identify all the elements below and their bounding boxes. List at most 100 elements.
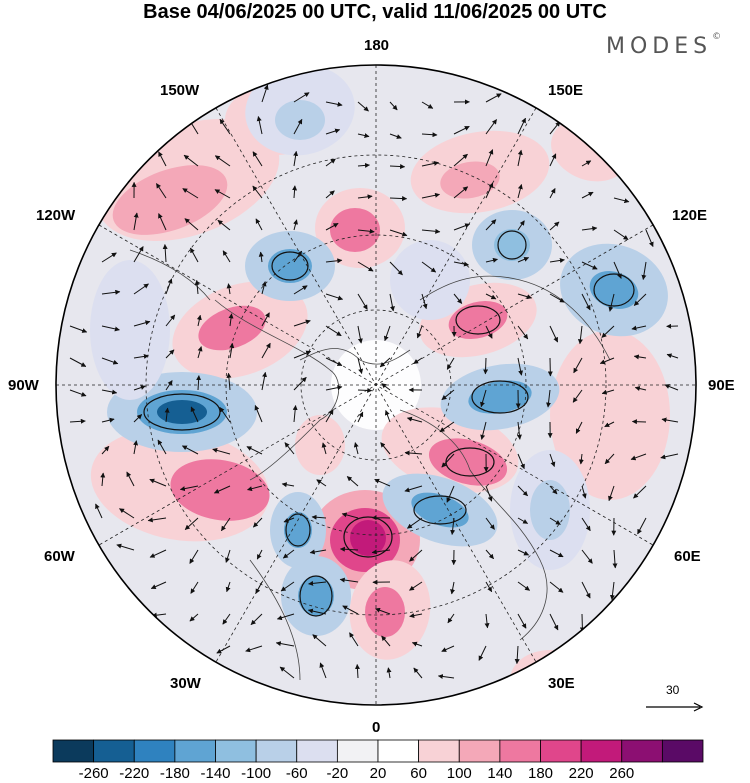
- wind-arrow: [133, 283, 149, 295]
- wind-arrow: [549, 485, 558, 495]
- wind-arrow: [581, 485, 587, 499]
- wind-arrow: [339, 546, 359, 552]
- colorbar-swatch: [296, 739, 338, 763]
- colorbar-swatch: [499, 739, 541, 763]
- colorbar-swatch: [458, 739, 501, 763]
- wind-arrow: [283, 517, 295, 523]
- wind-arrow: [517, 184, 523, 199]
- anomaly-region: [90, 260, 170, 400]
- wind-arrow: [549, 453, 556, 467]
- wind-arrow: [421, 261, 437, 273]
- wind-arrow: [421, 160, 439, 167]
- wind-arrow: [276, 613, 295, 621]
- wind-arrow: [164, 407, 170, 423]
- wind-arrow: [183, 154, 199, 167]
- wind-arrow: [133, 440, 139, 455]
- wind-arrow: [485, 182, 494, 199]
- colorbar-tick-label: 100: [446, 765, 472, 782]
- anomaly-region: [298, 576, 334, 616]
- wind-arrow: [446, 485, 455, 503]
- wind-arrow: [581, 549, 593, 564]
- wind-arrow: [165, 349, 175, 359]
- polar-map: [55, 64, 697, 706]
- wind-arrow: [441, 453, 455, 468]
- wind-arrow: [116, 543, 135, 551]
- wind-arrow: [292, 405, 298, 423]
- wind-arrow: [101, 289, 121, 295]
- wind-arrow: [421, 293, 428, 310]
- wind-arrow: [549, 581, 564, 593]
- anomaly-region: [268, 249, 312, 283]
- wind-arrow: [261, 312, 270, 327]
- wind-arrow: [220, 517, 231, 532]
- colorbar-tick-label: 260: [609, 765, 635, 782]
- wind-arrow: [292, 185, 298, 199]
- wind-arrow: [126, 471, 135, 487]
- colorbar-swatch: [418, 739, 460, 763]
- wind-arrow: [421, 228, 441, 234]
- graticule: [56, 65, 696, 705]
- wind-arrow: [349, 632, 359, 647]
- wind-arrow: [357, 325, 363, 344]
- wind-arrow: [216, 645, 231, 654]
- wind-arrow: [339, 577, 359, 583]
- map-boundary: [55, 64, 697, 706]
- wind-arrow: [572, 389, 583, 403]
- wind-arrow: [133, 385, 146, 391]
- wind-arrow: [404, 450, 423, 456]
- wind-arrow: [256, 116, 263, 135]
- wind-arrow: [480, 421, 487, 440]
- wind-arrow: [485, 149, 494, 167]
- wind-arrow: [101, 252, 117, 263]
- wind-arrow: [437, 674, 455, 679]
- wind-arrow: [485, 119, 498, 135]
- wind-arrow: [261, 371, 268, 391]
- wind-arrow: [573, 357, 583, 374]
- wind-arrow: [69, 357, 87, 367]
- wind-arrow: [189, 247, 199, 263]
- lon-label-150e: 150E: [548, 82, 584, 99]
- anomaly-region: [284, 512, 312, 548]
- wind-arrow: [357, 411, 364, 423]
- wind-arrow: [325, 190, 335, 199]
- wind-arrow: [255, 581, 263, 594]
- wind-arrow: [165, 314, 176, 327]
- wind-arrow: [293, 92, 310, 103]
- wind-arrow: [381, 383, 391, 391]
- wind-arrow: [389, 164, 406, 170]
- wind-arrow: [293, 350, 312, 359]
- wind-arrow: [149, 478, 167, 487]
- wind-arrow: [133, 246, 144, 263]
- wind-arrow: [485, 581, 493, 593]
- wind-arrow: [517, 325, 529, 340]
- wind-arrow: [254, 405, 263, 423]
- wind-arrow: [189, 549, 199, 564]
- wind-arrow: [485, 257, 498, 263]
- wind-arrow: [389, 133, 402, 139]
- wind-arrow: [133, 320, 151, 327]
- wind-arrow: [325, 357, 343, 366]
- wind-arrow: [101, 357, 119, 365]
- wind-arrow: [181, 445, 199, 455]
- wind-arrow: [409, 581, 423, 591]
- wind-arrow: [184, 517, 199, 530]
- contour-lines: [143, 230, 635, 617]
- wind-arrow: [101, 325, 120, 332]
- wind-arrow: [319, 662, 327, 679]
- colorbar-swatch: [661, 739, 704, 763]
- wind-arrow: [280, 581, 295, 592]
- wind-arrow: [413, 667, 423, 679]
- wind-arrow: [357, 261, 374, 272]
- wind-arrow: [219, 118, 231, 135]
- colorbar-tick-label: -60: [285, 765, 308, 782]
- wind-arrow: [411, 641, 423, 647]
- wind-arrow: [389, 261, 403, 276]
- wind-arrow: [357, 133, 370, 138]
- wind-arrow: [453, 261, 469, 267]
- colorbar-swatch: [215, 739, 257, 763]
- colorbar-tick-label: 140: [487, 765, 513, 782]
- colorbar-swatch: [621, 739, 663, 763]
- wind-arrow: [485, 93, 502, 103]
- wind-arrow: [307, 608, 327, 615]
- wind-arrow: [357, 387, 373, 393]
